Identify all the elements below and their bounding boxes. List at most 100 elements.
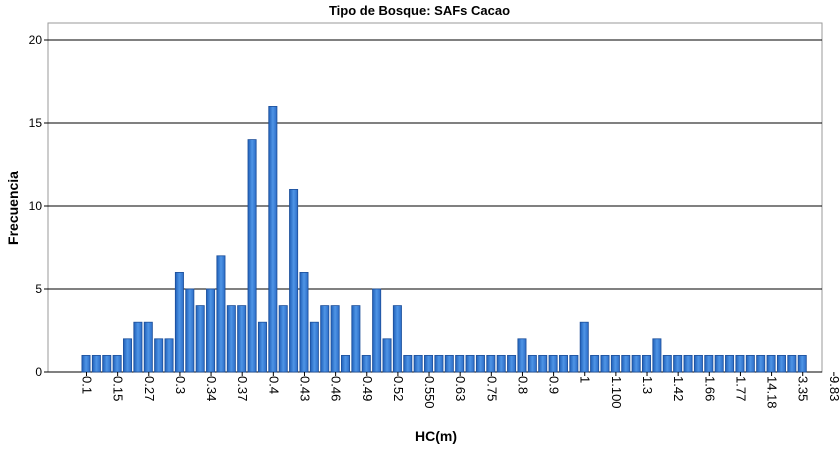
bar bbox=[507, 354, 517, 373]
bar bbox=[673, 354, 683, 373]
x-tick-label: 0.46 bbox=[329, 376, 344, 401]
bar bbox=[112, 354, 122, 373]
bar bbox=[475, 354, 485, 373]
x-tick-label: 9.83 bbox=[827, 376, 839, 401]
y-tick-label: 10 bbox=[29, 199, 43, 213]
bar bbox=[289, 188, 299, 373]
bar bbox=[621, 354, 631, 373]
bar bbox=[558, 354, 568, 373]
x-tick-label: 0.9 bbox=[547, 376, 562, 394]
x-tick-label: 3.35 bbox=[796, 376, 811, 401]
plot-frame bbox=[47, 22, 823, 373]
bar bbox=[403, 354, 413, 373]
bar bbox=[725, 354, 735, 373]
bar bbox=[538, 354, 548, 373]
x-tick-label: 0.1 bbox=[80, 376, 95, 394]
bar bbox=[133, 321, 143, 373]
bar bbox=[247, 139, 257, 373]
x-tick-label: 0.550 bbox=[422, 376, 437, 409]
bar bbox=[496, 354, 506, 373]
x-tick-label: 0.52 bbox=[391, 376, 406, 401]
bar bbox=[102, 354, 112, 373]
x-tick-label: 0.75 bbox=[484, 376, 499, 401]
bar bbox=[195, 305, 205, 373]
y-tick-label: 20 bbox=[29, 33, 43, 47]
chart-title: Tipo de Bosque: SAFs Cacao bbox=[328, 3, 511, 18]
bar bbox=[91, 354, 101, 373]
bar bbox=[392, 305, 402, 373]
bar bbox=[278, 305, 288, 373]
x-tick-label: 0.49 bbox=[360, 376, 375, 401]
bar bbox=[600, 354, 610, 373]
bar bbox=[330, 305, 340, 373]
x-tick-label: 0.63 bbox=[453, 376, 468, 401]
bar bbox=[527, 354, 537, 373]
bar bbox=[424, 354, 434, 373]
x-tick-label: 1 bbox=[578, 376, 593, 383]
bar bbox=[340, 354, 350, 373]
x-tick-label: 1.42 bbox=[671, 376, 686, 401]
bar bbox=[413, 354, 423, 373]
x-tick-label: 0.15 bbox=[111, 376, 126, 401]
bar bbox=[610, 354, 620, 373]
bar bbox=[693, 354, 703, 373]
bar bbox=[714, 354, 724, 373]
bar bbox=[579, 321, 589, 373]
x-tick-label: 0.4 bbox=[266, 376, 281, 394]
bar bbox=[154, 338, 164, 373]
x-axis-title: HC(m) bbox=[415, 428, 457, 444]
bar bbox=[309, 321, 319, 373]
bar bbox=[455, 354, 465, 373]
bar bbox=[590, 354, 600, 373]
bar bbox=[631, 354, 641, 373]
bar bbox=[704, 354, 714, 373]
x-tick-label: 0.3 bbox=[173, 376, 188, 394]
bar bbox=[143, 321, 153, 373]
bar bbox=[745, 354, 755, 373]
bar bbox=[642, 354, 652, 373]
bar bbox=[299, 271, 309, 373]
bar bbox=[226, 305, 236, 373]
x-tick-label: 0.27 bbox=[142, 376, 157, 401]
bar bbox=[662, 354, 672, 373]
y-tick-label: 5 bbox=[35, 282, 42, 296]
y-tick-label: 0 bbox=[35, 365, 42, 379]
bar bbox=[797, 354, 807, 373]
bar bbox=[185, 288, 195, 373]
x-tick-label: 1.66 bbox=[702, 376, 717, 401]
bar bbox=[683, 354, 693, 373]
x-tick-label: 0.34 bbox=[204, 376, 219, 401]
x-tick-label: 0.43 bbox=[297, 376, 312, 401]
bar bbox=[444, 354, 454, 373]
x-tick-label: 14.18 bbox=[765, 376, 780, 409]
bar bbox=[268, 106, 278, 373]
x-tick-label: 0.8 bbox=[515, 376, 530, 394]
x-tick-label: 1.77 bbox=[733, 376, 748, 401]
bar bbox=[652, 338, 662, 373]
bar bbox=[517, 338, 527, 373]
bar bbox=[123, 338, 133, 373]
x-tick-label: 1.100 bbox=[609, 376, 624, 409]
bar bbox=[320, 305, 330, 373]
y-tick-label: 15 bbox=[29, 116, 43, 130]
bar bbox=[465, 354, 475, 373]
bar bbox=[756, 354, 766, 373]
bar bbox=[174, 271, 184, 373]
bar bbox=[206, 288, 216, 373]
bar bbox=[486, 354, 496, 373]
bar bbox=[766, 354, 776, 373]
bar bbox=[216, 255, 226, 373]
bar bbox=[351, 305, 361, 373]
bar bbox=[569, 354, 579, 373]
x-tick-label: 1.3 bbox=[640, 376, 655, 394]
bar bbox=[257, 321, 267, 373]
bar bbox=[434, 354, 444, 373]
bar bbox=[372, 288, 382, 373]
bar bbox=[164, 338, 174, 373]
bar bbox=[787, 354, 797, 373]
bar bbox=[237, 305, 247, 373]
x-tick-label: 0.37 bbox=[235, 376, 250, 401]
bar bbox=[548, 354, 558, 373]
